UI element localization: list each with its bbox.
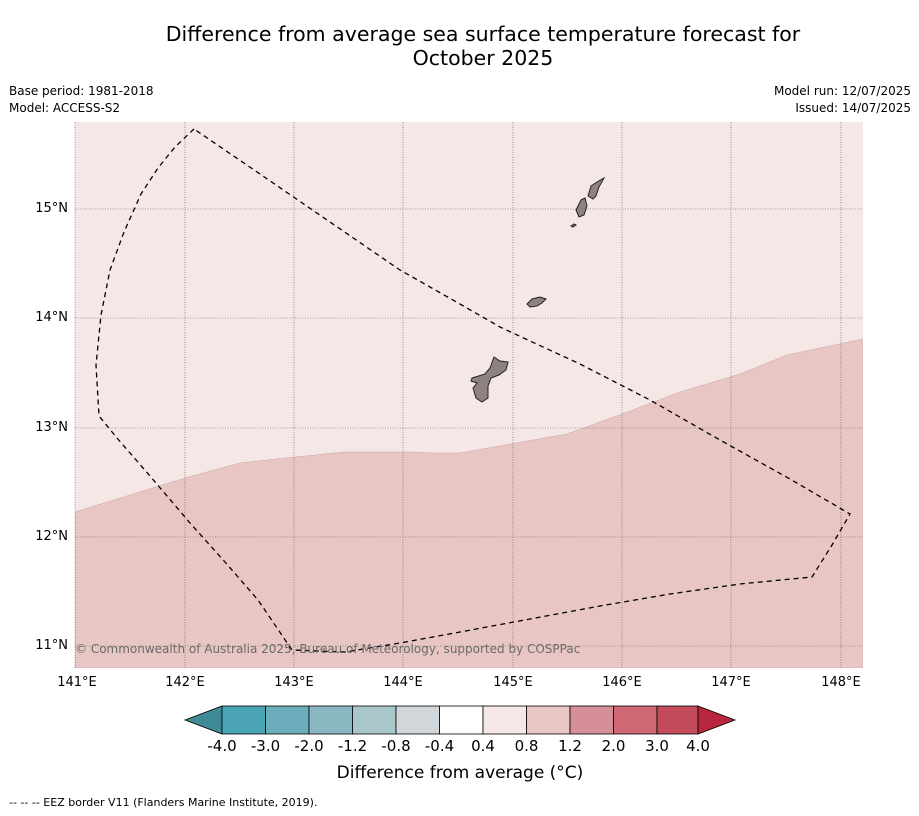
anomaly-region-high xyxy=(75,338,863,668)
lat-tick-13: 13°N xyxy=(35,420,68,435)
colorbar-title: Difference from average (°C) xyxy=(336,763,584,783)
island-guam xyxy=(470,356,509,403)
copyright-notice: © Commonwealth of Australia 2025, Bureau… xyxy=(75,642,581,656)
meta-left: Base period: 1981-2018 Model: ACCESS-S2 xyxy=(9,83,154,117)
island-rota xyxy=(526,296,547,308)
lat-tick-11: 11°N xyxy=(35,638,68,653)
colorbar-label: 4.0 xyxy=(686,737,710,755)
island-tinian xyxy=(575,197,588,218)
colorbar-label: 0.8 xyxy=(514,737,539,755)
colorbar-label: 0.4 xyxy=(471,737,495,755)
lon-tick-145: 145°E xyxy=(493,675,533,690)
map-title: Difference from average sea surface temp… xyxy=(74,22,892,70)
colorbar-label: -2.0 xyxy=(294,737,324,755)
lat-tick-12: 12°N xyxy=(35,529,68,544)
model-run: Model run: 12/07/2025 xyxy=(773,84,911,98)
lon-tick-144: 144°E xyxy=(383,675,423,690)
lon-tick-148: 148°E xyxy=(821,675,861,690)
issued-date: Issued: 14/07/2025 xyxy=(795,101,911,115)
meta-right: Model run: 12/07/2025 Issued: 14/07/2025 xyxy=(774,83,911,117)
island-saipan xyxy=(587,176,606,200)
eez-border xyxy=(95,128,851,653)
colorbar xyxy=(183,705,737,735)
island-aguijan xyxy=(570,223,577,228)
lon-tick-143: 143°E xyxy=(274,675,314,690)
title-line-1: Difference from average sea surface temp… xyxy=(165,22,801,46)
graticule xyxy=(74,122,863,668)
colorbar-label: 2.0 xyxy=(601,737,626,755)
title-line-2: October 2025 xyxy=(412,46,554,70)
lon-tick-141: 141°E xyxy=(57,675,97,690)
colorbar-extend-low xyxy=(183,705,223,735)
lon-tick-147: 147°E xyxy=(711,675,751,690)
colorbar-label: -1.2 xyxy=(337,737,368,755)
colorbar-extend-high xyxy=(697,705,737,735)
colorbar-label: -0.8 xyxy=(381,737,411,755)
lon-tick-146: 146°E xyxy=(602,675,642,690)
base-period: Base period: 1981-2018 xyxy=(9,84,154,98)
colorbar-label: -0.4 xyxy=(424,737,455,755)
colorbar-label: 1.2 xyxy=(558,737,582,755)
islands xyxy=(470,176,606,403)
lon-tick-142: 142°E xyxy=(165,675,205,690)
colorbar-label: 3.0 xyxy=(645,737,669,755)
lat-tick-15: 15°N xyxy=(35,201,68,216)
colorbar-label: -4.0 xyxy=(207,737,237,755)
eez-footnote: -- -- -- EEZ border V11 (Flanders Marine… xyxy=(9,796,318,809)
colorbar-label: -3.0 xyxy=(250,737,281,755)
lat-tick-14: 14°N xyxy=(35,310,68,325)
model-name: Model: ACCESS-S2 xyxy=(9,101,121,115)
